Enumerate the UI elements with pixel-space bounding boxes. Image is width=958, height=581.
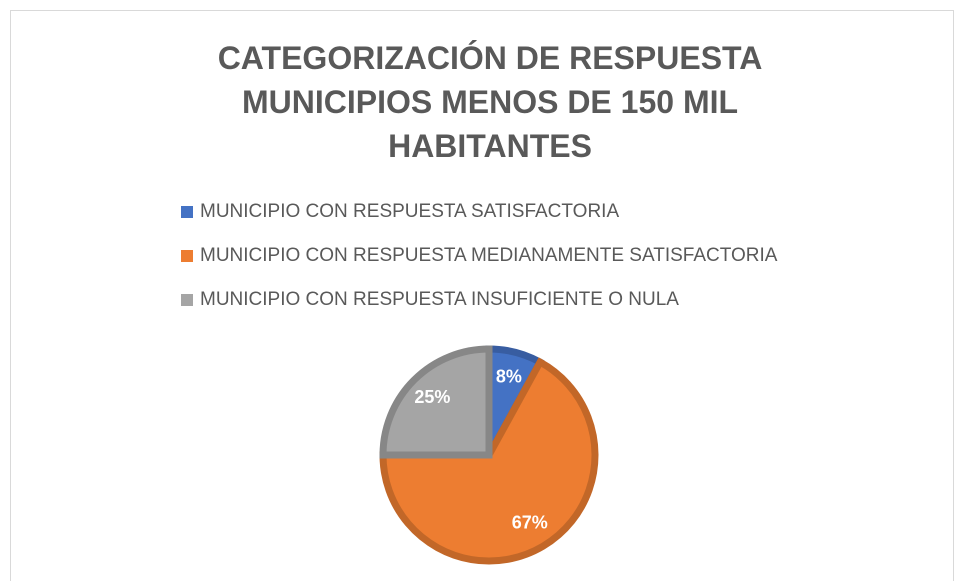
data-label: 25% (414, 387, 450, 407)
data-label: 8% (496, 366, 522, 386)
data-label: 67% (512, 513, 548, 533)
legend-swatch (181, 294, 193, 306)
chart-title: CATEGORIZACIÓN DE RESPUESTA MUNICIPIOS M… (217, 40, 763, 164)
legend-swatch (181, 206, 193, 218)
legend-swatch (181, 250, 193, 262)
legend-label: MUNICIPIO CON RESPUESTA SATISFACTORIA (200, 201, 619, 222)
legend-label: MUNICIPIO CON RESPUESTA INSUFICIENTE O N… (200, 289, 679, 310)
pie-slice (379, 345, 493, 459)
pie-slice (379, 357, 599, 565)
chart-frame (10, 10, 954, 581)
legend-label: MUNICIPIO CON RESPUESTA MEDIANAMENTE SAT… (200, 245, 778, 266)
